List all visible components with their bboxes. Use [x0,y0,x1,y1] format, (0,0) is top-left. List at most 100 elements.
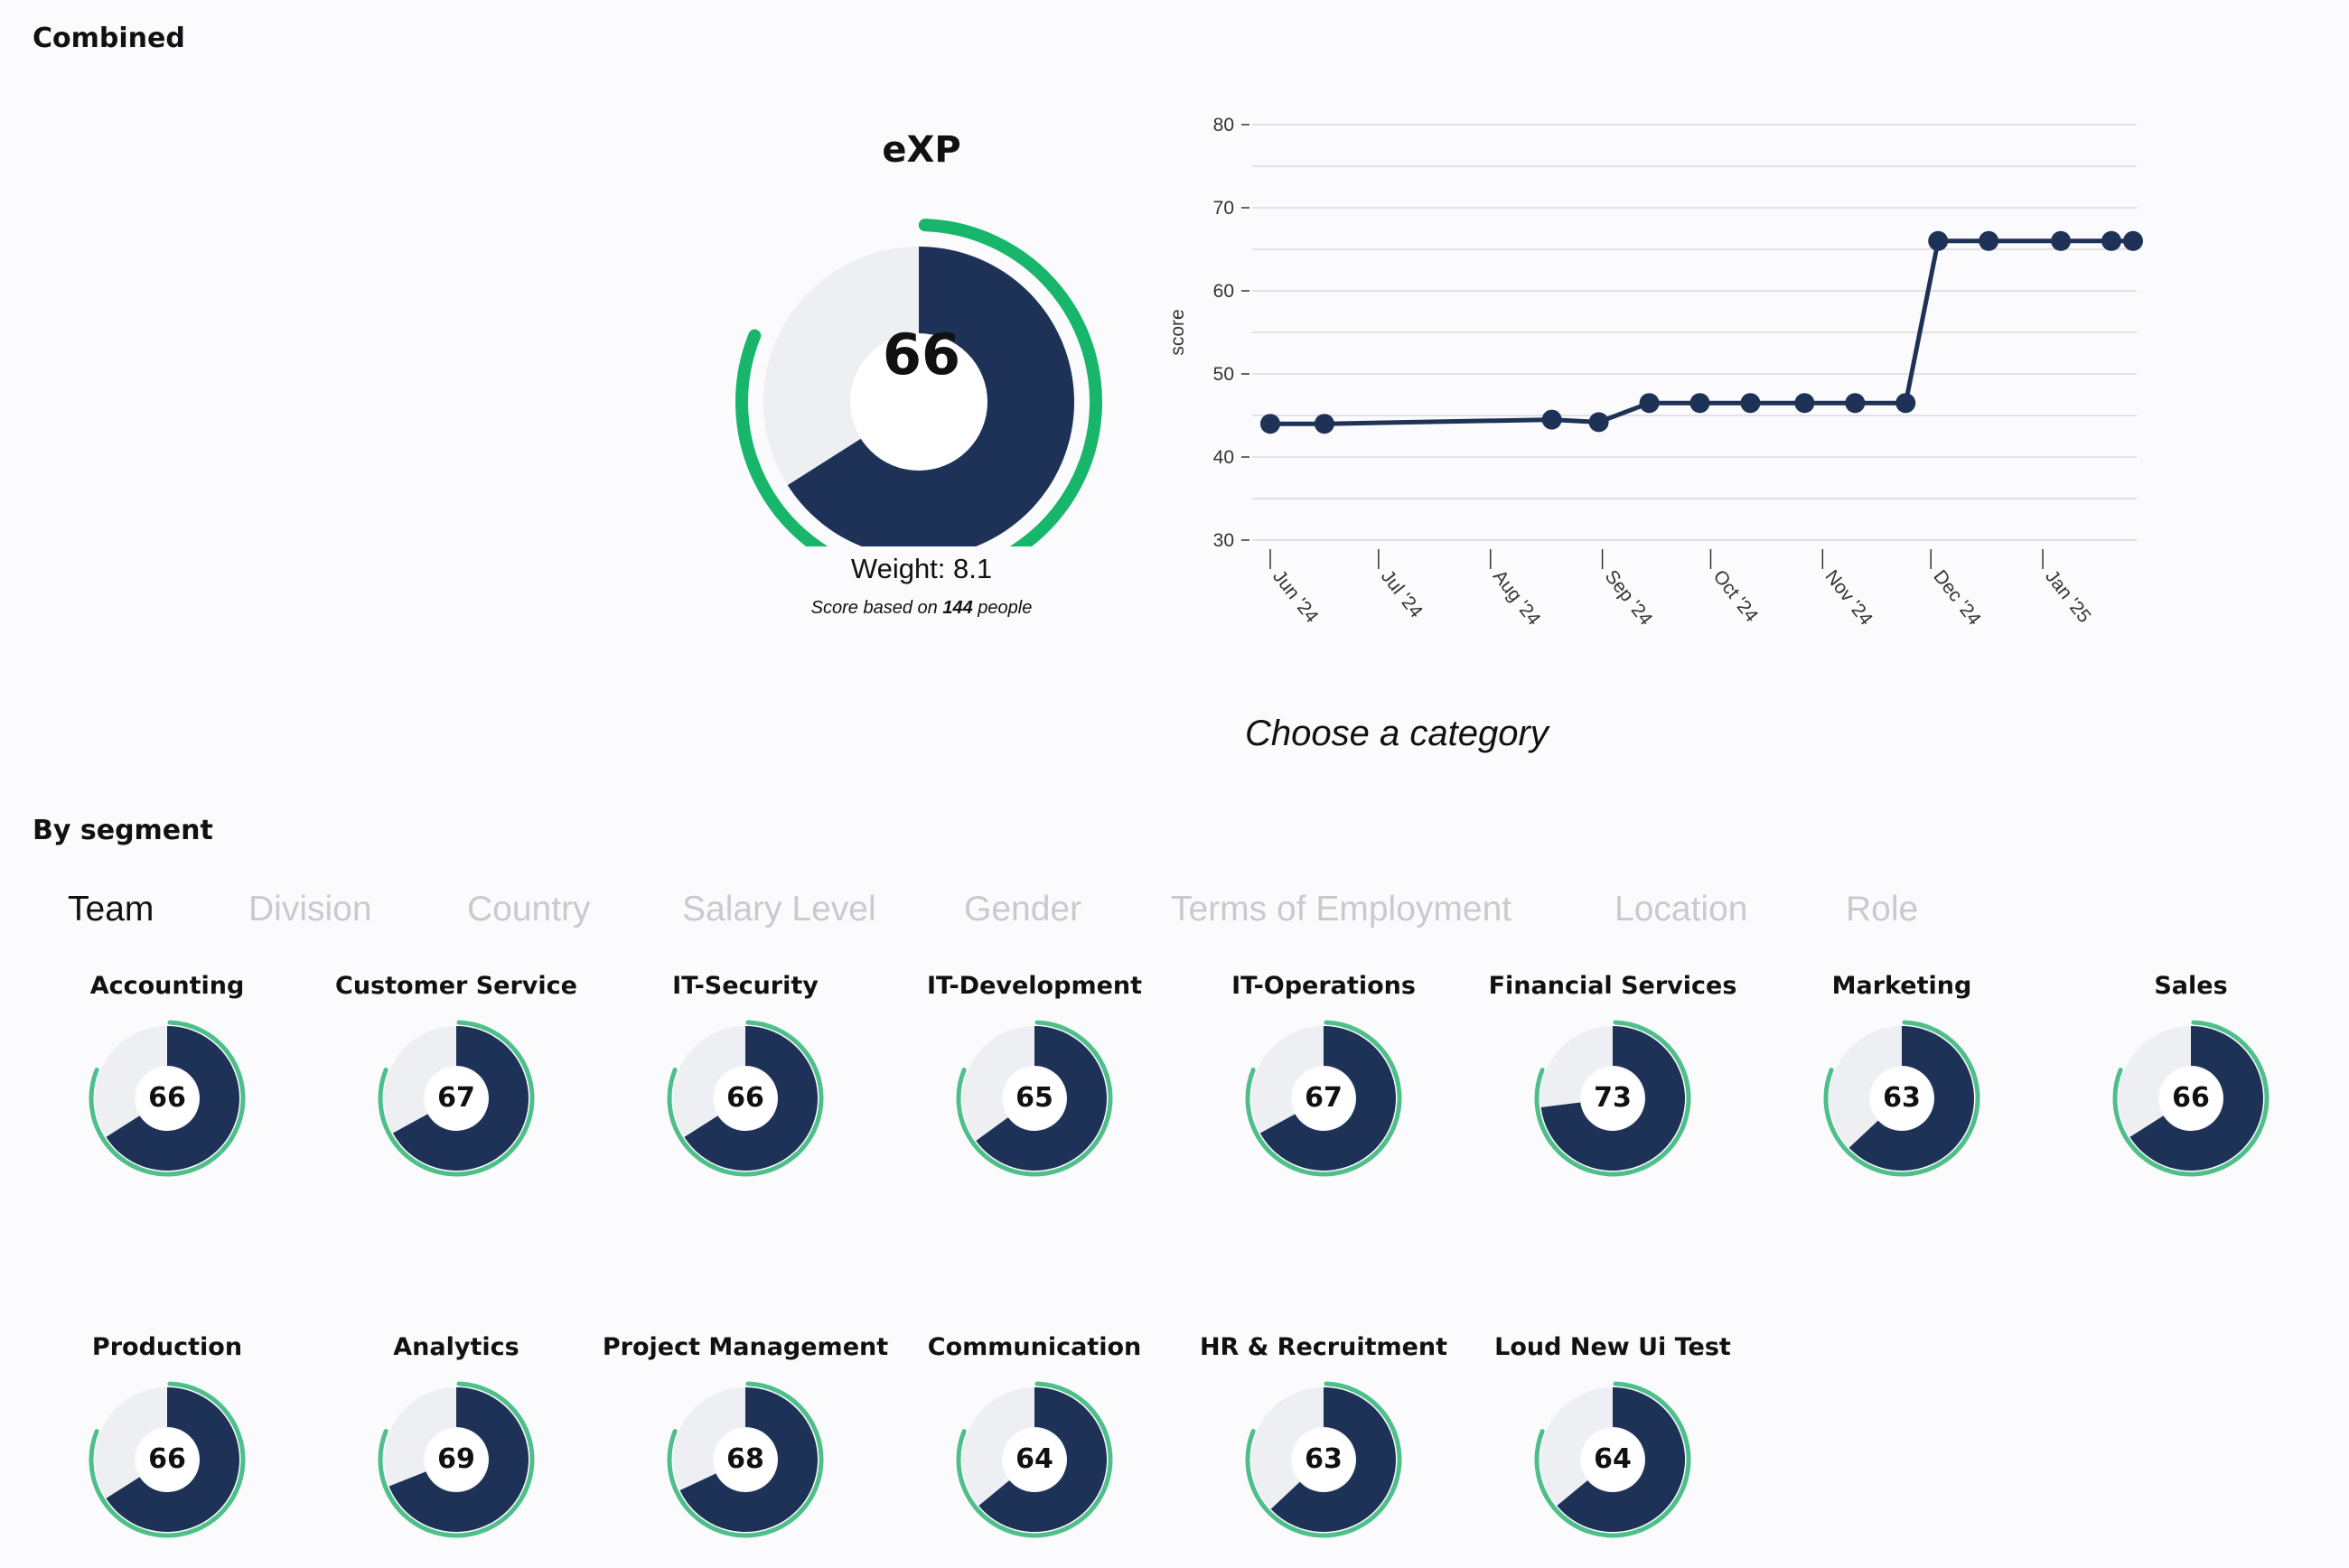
tab-role[interactable]: Role [1846,890,1919,929]
data-point[interactable] [1259,414,1280,434]
segment-label: Marketing [1831,972,1972,1000]
people-prefix: Score based on [810,598,938,618]
segment-value: 66 [148,1082,186,1114]
data-point[interactable] [1979,230,1999,251]
segment-label: IT-Development [926,972,1143,1000]
donut-center [1004,1429,1065,1490]
choose-category-prompt: Choose a category [1245,714,1549,753]
segment-donut [956,1020,1113,1177]
donut-ring [1823,1020,1980,1177]
data-point[interactable] [1541,409,1562,430]
y-axis-label: score [1167,309,1188,355]
segment-card[interactable]: Marketing 63 [1757,972,2046,1207]
segment-label: HR & Recruitment [1199,1333,1448,1361]
segment-value: 67 [1305,1082,1343,1114]
segment-value: 67 [437,1082,475,1114]
donut-ring [2112,1020,2269,1177]
segment-card[interactable]: Financial Services 73 [1468,972,1757,1207]
data-point[interactable] [1845,393,1866,414]
segment-label: IT-Operations [1231,972,1416,1000]
segment-value: 64 [1015,1443,1053,1475]
donut-center [1871,1068,1933,1129]
donut-fill [2129,1026,2263,1171]
segment-card[interactable]: IT-Development 65 [890,972,1179,1207]
segment-donut [667,1020,824,1177]
data-point[interactable] [1689,393,1710,414]
segment-donut [378,1381,535,1538]
segment-card[interactable]: Communication 64 [890,1333,1179,1568]
segment-donut [1534,1381,1691,1538]
segment-label: Loud New Ui Test [1494,1333,1731,1361]
gauge-title: eXP [882,129,961,171]
tab-gender[interactable]: Gender [964,890,1082,929]
x-tick-label: Sep '24 [1601,566,1657,630]
donut-fill [388,1387,529,1532]
data-point[interactable] [1740,393,1761,414]
segment-card[interactable]: Analytics 69 [312,1333,601,1568]
segment-donut [378,1020,535,1177]
data-point[interactable] [2101,230,2122,251]
donut-center [426,1429,487,1490]
segment-value: 68 [726,1443,764,1475]
donut-center [136,1068,198,1129]
donut-fill [679,1387,818,1532]
data-point[interactable] [2051,230,2072,251]
data-point[interactable] [2123,230,2144,251]
donut-fill [392,1026,529,1171]
segment-card[interactable]: IT-Operations 67 [1179,972,1468,1207]
data-point[interactable] [1794,393,1815,414]
segment-card[interactable]: Sales 66 [2046,972,2335,1207]
donut-ring [667,1381,824,1538]
segment-card[interactable]: Loud New Ui Test 64 [1468,1333,1757,1568]
segment-card[interactable]: Project Management 68 [601,1333,890,1568]
segment-label: Production [91,1333,243,1361]
segment-value: 63 [1883,1082,1921,1114]
score-line-chart: 30 40 50 60 70 80 score Jun '24 Jul '24 Aug '24 Se… [1156,99,2177,641]
segment-value: 66 [726,1082,764,1114]
segment-donut [1534,1020,1691,1177]
donut-fill [976,1026,1107,1171]
segment-card[interactable]: HR & Recruitment 63 [1179,1333,1468,1568]
y-tick-label: 40 [1213,447,1234,468]
donut-center [1293,1068,1354,1129]
data-point[interactable] [1928,230,1949,251]
segment-card[interactable]: Customer Service 67 [312,972,601,1207]
x-tick-label: Oct '24 [1709,566,1763,626]
segment-value: 64 [1594,1443,1632,1475]
tab-salary-level[interactable]: Salary Level [682,890,876,929]
gauge-center [850,333,987,471]
data-point[interactable] [1639,393,1660,414]
tab-team[interactable]: Team [68,890,154,929]
donut-center [136,1429,198,1490]
gauge-fill [787,247,1075,546]
data-point[interactable] [1314,414,1334,434]
segment-label: Financial Services [1488,972,1737,1000]
segment-card[interactable]: Production 66 [23,1333,312,1568]
segment-donut [2112,1020,2269,1177]
donut-ring [1534,1381,1691,1538]
x-tick-label: Dec '24 [1929,566,1985,630]
tab-division[interactable]: Division [248,890,372,929]
donut-fill [1270,1387,1396,1532]
segment-card[interactable]: Accounting 66 [23,972,312,1207]
segment-donut [89,1020,246,1177]
segment-card[interactable]: IT-Security 66 [601,972,890,1207]
data-point[interactable] [1895,393,1916,414]
donut-fill [1540,1026,1685,1171]
tab-country[interactable]: Country [467,890,591,929]
y-tick-label: 30 [1213,530,1234,551]
donut-ring [956,1381,1113,1538]
donut-ring [1245,1020,1402,1177]
tab-terms-of-employment[interactable]: Terms of Employment [1171,890,1512,929]
y-tick-label: 50 [1213,364,1234,385]
tab-location[interactable]: Location [1614,890,1748,929]
gauge-ring [735,219,1102,546]
x-tick-label: Jan '25 [2041,566,2094,627]
donut-fill [978,1387,1107,1532]
segment-label: Communication [927,1333,1142,1361]
donut-ring [956,1020,1113,1177]
segment-label: Project Management [602,1333,889,1361]
segment-value: 73 [1594,1082,1632,1114]
data-point[interactable] [1588,412,1609,433]
segment-label: Accounting [89,972,245,1000]
